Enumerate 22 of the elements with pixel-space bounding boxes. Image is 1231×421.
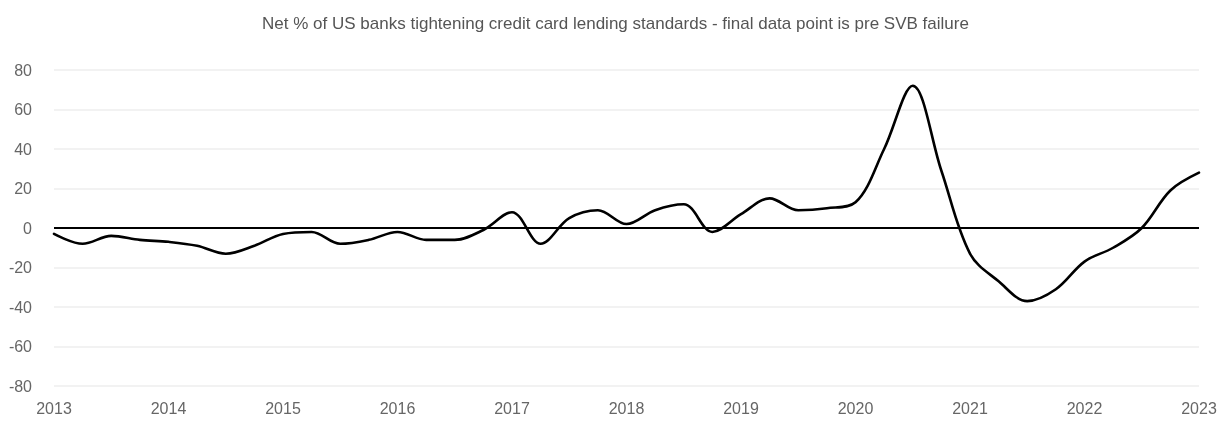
y-tick-label: -80	[8, 377, 33, 395]
x-tick-label: 2015	[265, 399, 301, 417]
x-tick-label: 2013	[36, 399, 72, 417]
y-tick-label: -40	[8, 298, 33, 316]
x-tick-label: 2019	[723, 399, 759, 417]
x-tick-label: 2014	[150, 399, 187, 417]
y-tick-label: -60	[8, 338, 33, 355]
chart-title: Net % of US banks tightening credit card lending standards - final data point is pre SVB failure	[262, 14, 969, 33]
y-tick-label: 0	[23, 219, 33, 237]
x-tick-label: 2018	[608, 399, 645, 417]
line-series	[52, 84, 1201, 303]
x-tick-label: 2021	[952, 399, 988, 417]
y-tick-label: -20	[8, 259, 33, 276]
x-tick-label: 2022	[1066, 399, 1103, 417]
y-tick-label: 20	[14, 180, 33, 197]
x-tick-label: 2017	[494, 399, 530, 417]
y-tick-label: 80	[14, 61, 33, 79]
y-tick-label: 40	[14, 140, 33, 158]
x-tick-label: 2016	[379, 399, 416, 417]
y-tick-label: 60	[14, 101, 33, 118]
x-tick-label: 2023	[1181, 399, 1217, 417]
x-tick-label: 2020	[837, 399, 874, 417]
